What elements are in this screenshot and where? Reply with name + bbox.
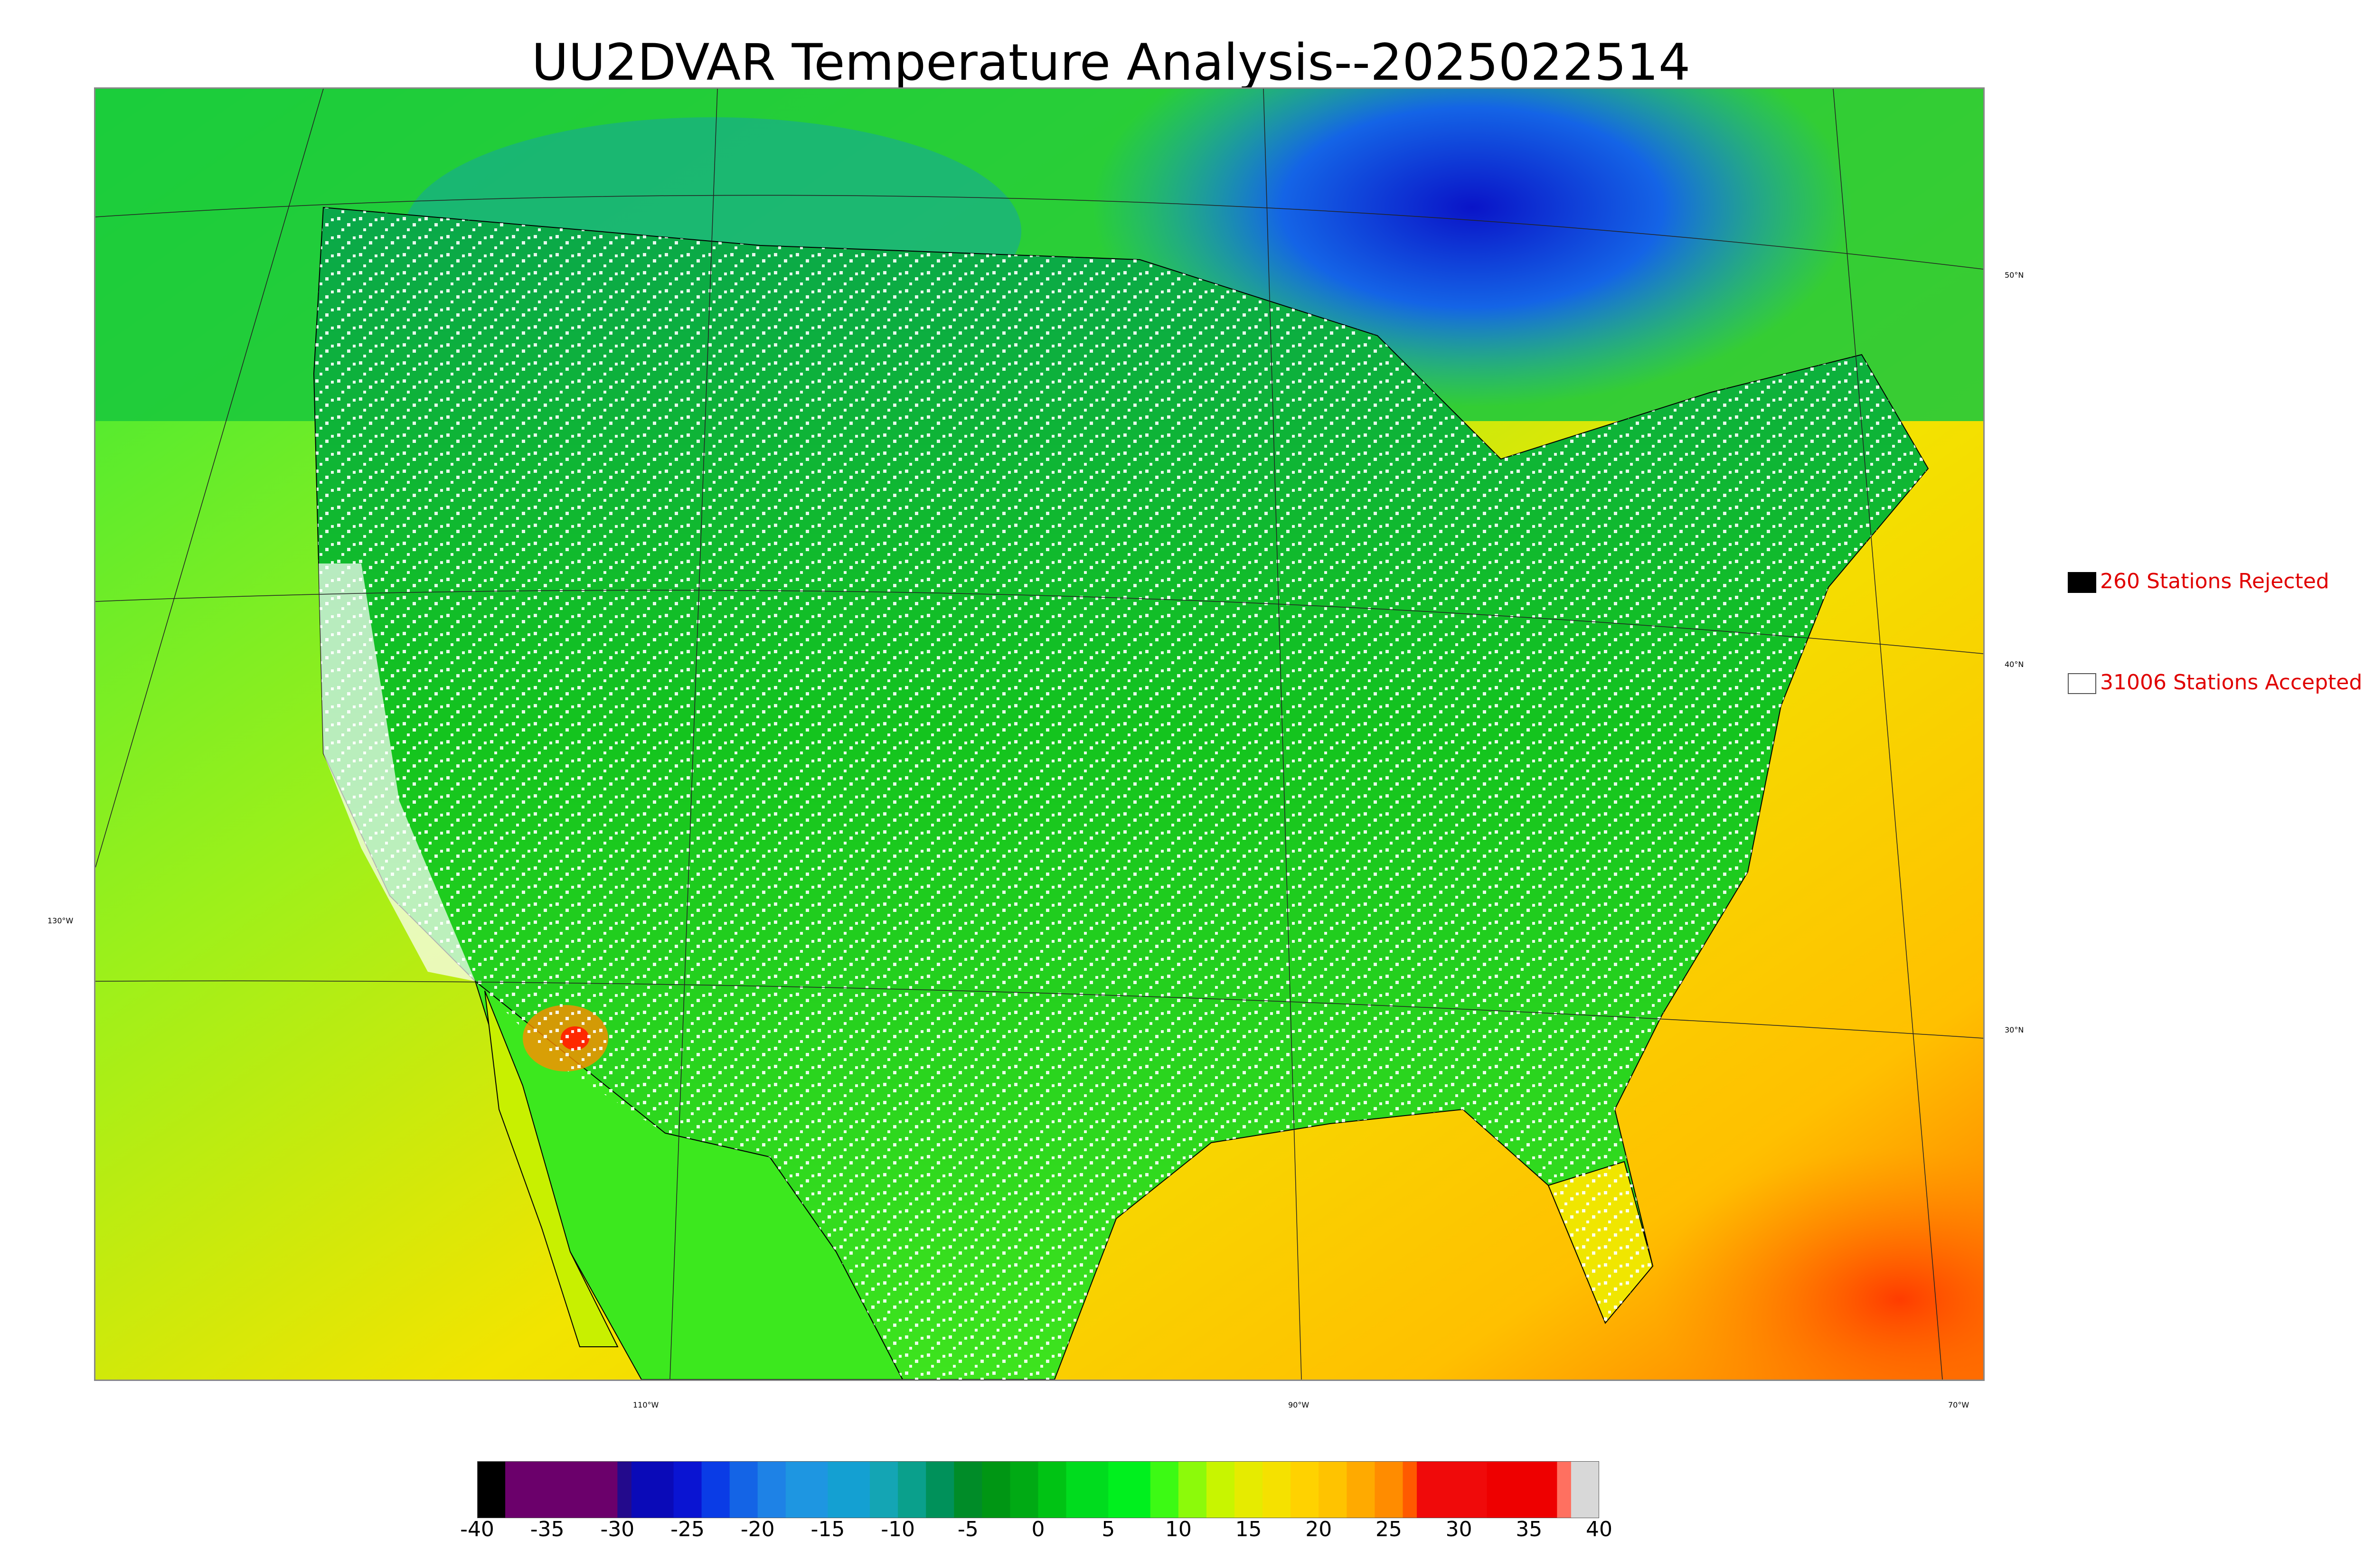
colorbar-band-27 [1375,1461,1404,1518]
colorbar-band-0 [477,1461,506,1518]
legend-rejected-label: 260 Stations Rejected [2100,569,2329,593]
legend-accepted-swatch [2068,673,2096,694]
colorbar-band-5 [701,1461,730,1518]
colorbar-band-28 [1403,1461,1417,1518]
colorbar-band-15 [1010,1461,1039,1518]
temperature-map [94,87,1985,1381]
colorbar-band-19 [1150,1461,1179,1518]
gridline-lat-40n [95,590,1983,654]
colorbar-tick-label: -40 [460,1517,494,1541]
lat-label-40n: 40°N [2005,660,2024,669]
colorbar-band-24 [1291,1461,1319,1518]
colorbar-band-30 [1487,1461,1557,1518]
colorbar-tick-label: 35 [1516,1517,1543,1541]
caribbean-warm-region [1653,1147,1983,1380]
baja-peninsula [484,990,619,1347]
colorbar-tick-label: -15 [810,1517,845,1541]
colorbar-band-14 [982,1461,1011,1518]
colorbar-band-3 [631,1461,674,1518]
colorbar-band-6 [729,1461,758,1518]
colorbar-band-8 [785,1461,829,1518]
colorbar-band-17 [1066,1461,1109,1518]
colorbar-tick-label: 30 [1445,1517,1472,1541]
gridline-lon-70w [1833,89,1943,1380]
lon-label-130w: 130°W [47,916,74,925]
colorbar-tick-label: 15 [1235,1517,1262,1541]
colorbar-tick-label: -35 [530,1517,565,1541]
lon-label-90w: 90°W [1288,1400,1309,1409]
colorbar-band-1 [505,1461,618,1518]
temperature-colorbar [477,1461,1599,1518]
colorbar-tick-label: 20 [1305,1517,1332,1541]
gridline-lon-130w [95,89,324,868]
colorbar-tick-label: -10 [881,1517,915,1541]
colorbar-band-4 [673,1461,702,1518]
colorbar-band-2 [617,1461,632,1518]
gridline-lon-90w [1263,89,1302,1380]
lat-label-50n: 50°N [2005,271,2024,280]
colorbar-tick-label: 0 [1031,1517,1045,1541]
colorbar-band-7 [757,1461,786,1518]
colorbar-band-25 [1319,1461,1347,1518]
colorbar-band-22 [1234,1461,1263,1518]
lat-label-30n: 30°N [2005,1025,2024,1034]
colorbar-band-26 [1347,1461,1375,1518]
colorbar-tick-label: -25 [670,1517,705,1541]
gridline-lat-30n [95,980,1983,1039]
colorbar-tick-label: -20 [740,1517,775,1541]
colorbar-band-16 [1038,1461,1067,1518]
colorbar-tick-label: 40 [1586,1517,1612,1541]
lon-label-70w: 70°W [1948,1400,1969,1409]
legend-accepted-label: 31006 Stations Accepted [2100,670,2363,695]
west-coast-station-cluster [319,563,475,981]
colorbar-band-31 [1557,1461,1572,1518]
colorbar-band-10 [870,1461,898,1518]
legend-rejected-swatch [2068,572,2096,593]
colorbar-band-13 [954,1461,982,1518]
lon-label-110w: 110°W [633,1400,659,1409]
colorbar-tick-label: 10 [1165,1517,1192,1541]
colorbar-tick-label: -30 [600,1517,635,1541]
colorbar-tick-label: 25 [1375,1517,1402,1541]
gridline-lon-110w [669,89,718,1380]
station-coverage [314,207,1928,1380]
colorbar-band-12 [926,1461,954,1518]
colorbar-band-18 [1108,1461,1151,1518]
colorbar-band-21 [1206,1461,1235,1518]
colorbar-band-32 [1571,1461,1599,1518]
gridline-lat-50n [95,195,1983,270]
colorbar-band-20 [1178,1461,1207,1518]
colorbar-tick-label: -5 [957,1517,979,1541]
colorbar-band-23 [1262,1461,1291,1518]
colorbar-band-9 [828,1461,870,1518]
map-title: UU2DVAR Temperature Analysis--2025022514 [531,33,1691,92]
colorbar-band-11 [898,1461,926,1518]
colorbar-tick-label: 5 [1102,1517,1115,1541]
colorbar-band-29 [1417,1461,1488,1518]
